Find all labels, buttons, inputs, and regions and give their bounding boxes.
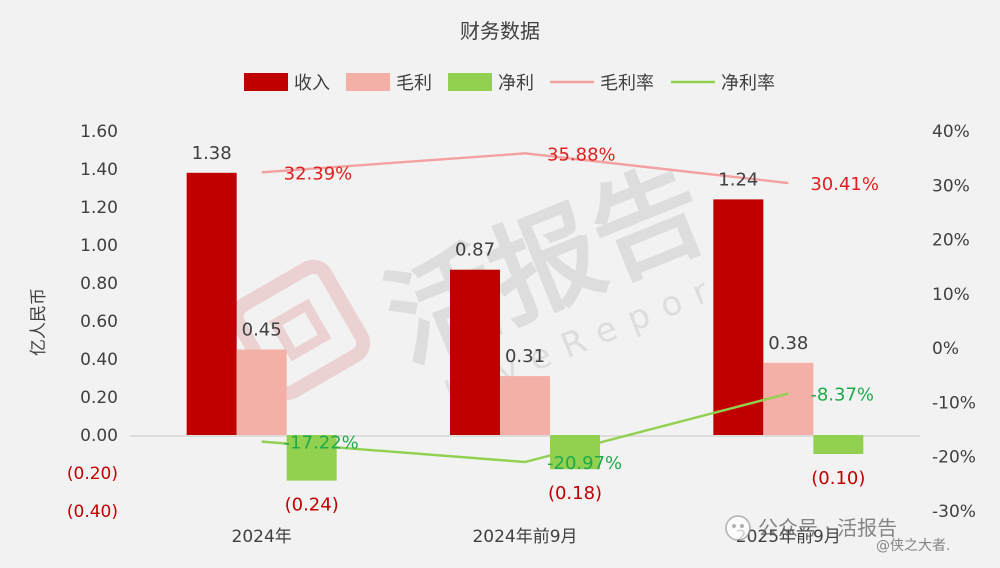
x-axis-ticks: 2024年 2024年前9月 2025年前9月: [232, 527, 841, 547]
bar: [500, 376, 550, 435]
y2-tick-label: -10%: [932, 393, 976, 413]
wechat-icon-eye-left: [732, 524, 736, 528]
line-value-label: 35.88%: [547, 144, 616, 165]
legend-swatch: [448, 73, 492, 91]
bar: [450, 269, 500, 435]
line-value-label: -8.37%: [810, 385, 874, 406]
footer-account: 公众号 · 活报告 @侠之大者.: [725, 515, 950, 554]
y-tick-label: 0.20: [80, 388, 118, 408]
legend-swatch: [346, 73, 390, 91]
line-value-label: 32.39%: [284, 163, 353, 184]
y2-tick-label: 20%: [932, 231, 970, 251]
bar-value-label: 0.45: [242, 320, 282, 341]
x-tick-label: 2025年前9月: [736, 527, 841, 547]
bar-value-label: (0.18): [548, 483, 602, 504]
series-line: [261, 392, 789, 464]
y-tick-label: 1.00: [80, 236, 118, 256]
legend-label: 毛利: [396, 73, 432, 94]
y-tick-label: (0.20): [67, 464, 118, 484]
watermark-logo-inner: [268, 298, 332, 362]
y-tick-label: (0.40): [67, 502, 118, 522]
legend-label: 净利率: [721, 73, 775, 94]
y-axis-label: 亿人民币: [29, 288, 49, 356]
bar: [236, 349, 287, 435]
bar: [813, 435, 864, 454]
y-tick-label: 1.20: [80, 198, 118, 218]
bar-value-label: (0.10): [811, 468, 865, 489]
legend-swatch: [244, 73, 288, 91]
footer-byline: @侠之大者.: [876, 538, 950, 554]
footer-account-label: 公众号 · 活报告: [758, 516, 897, 540]
y2-tick-label: -20%: [932, 448, 976, 468]
bar-value-label: 1.24: [718, 169, 758, 190]
line-value-label: 30.41%: [810, 174, 879, 195]
y-tick-label: 1.40: [80, 160, 118, 180]
y2-tick-label: 30%: [932, 176, 970, 196]
wechat-icon: [725, 515, 751, 541]
series-line: [261, 152, 789, 185]
y-axis-ticks: 1.60 1.40 1.20 1.00 0.80 0.60 0.40 0.20 0.00 (0.2…: [67, 122, 118, 522]
bar-value-label: 0.87: [455, 240, 495, 261]
x-tick-label: 2024年: [232, 527, 292, 547]
legend-label: 毛利率: [600, 73, 654, 94]
y-tick-label: 1.60: [80, 122, 118, 142]
lines: [261, 152, 789, 464]
y-tick-label: 0.40: [80, 350, 118, 370]
chart-title: 财务数据: [460, 19, 540, 43]
y2-tick-label: 10%: [932, 285, 970, 305]
bar: [186, 172, 237, 436]
y2-tick-label: 0%: [932, 339, 959, 359]
bar: [286, 435, 337, 481]
legend-label: 收入: [294, 73, 330, 94]
wechat-icon-eye-right: [740, 524, 744, 528]
legend-label: 净利: [498, 73, 534, 94]
bar: [713, 199, 764, 435]
y2-tick-label: 40%: [932, 122, 970, 142]
bar-value-label: 0.31: [505, 346, 545, 367]
line-value-label: -17.22%: [284, 433, 359, 454]
chart-legend: 收入 毛利 净利 毛利率 净利率: [244, 73, 775, 94]
y-tick-label: 0.00: [80, 426, 118, 446]
y-tick-label: 0.80: [80, 274, 118, 294]
data-labels: 1.38 0.87 1.24 0.45 0.31 0.38 (0.24) (0.18) (0.1…: [192, 143, 879, 516]
bar-value-label: 1.38: [192, 143, 232, 164]
y2-tick-label: -30%: [932, 502, 976, 522]
y-tick-label: 0.60: [80, 312, 118, 332]
bars: [186, 172, 864, 481]
line-value-label: -20.97%: [547, 453, 622, 474]
bar-value-label: (0.24): [285, 495, 339, 516]
y2-axis-ticks: 40% 30% 20% 10% 0% -10% -20% -30%: [932, 122, 976, 522]
x-tick-label: 2024年前9月: [472, 527, 577, 547]
bar-value-label: 0.38: [768, 333, 808, 354]
